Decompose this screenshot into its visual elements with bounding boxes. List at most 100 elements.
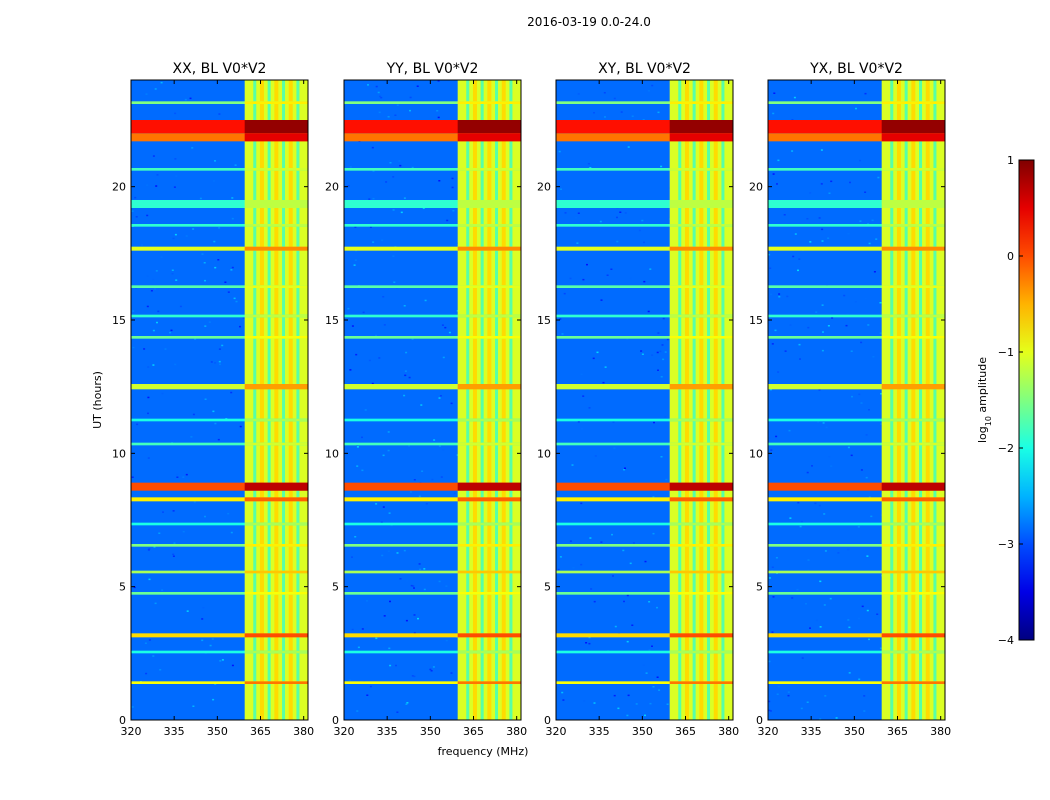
noise-speckle xyxy=(831,317,834,319)
noise-speckle xyxy=(152,278,155,281)
noise-speckle xyxy=(154,288,156,290)
noise-speckle xyxy=(860,402,863,404)
noise-speckle xyxy=(214,160,216,162)
time-band-in-band xyxy=(881,384,945,390)
time-band xyxy=(344,570,521,574)
noise-speckle xyxy=(559,556,562,558)
noise-speckle xyxy=(176,476,179,478)
noise-speckle xyxy=(582,395,585,397)
noise-speckle xyxy=(371,146,374,149)
time-band-in-band xyxy=(669,482,733,491)
time-band-in-band xyxy=(457,133,521,142)
time-band-in-band xyxy=(457,522,521,526)
time-band xyxy=(768,497,945,502)
noise-speckle xyxy=(393,281,396,283)
noise-speckle xyxy=(643,241,645,244)
noise-speckle xyxy=(577,420,580,423)
noise-speckle xyxy=(783,214,786,216)
noise-speckle xyxy=(658,689,661,691)
noise-speckle xyxy=(438,580,441,583)
noise-speckle xyxy=(600,541,603,543)
noise-speckle xyxy=(172,553,175,556)
axes-frame xyxy=(343,79,522,721)
noise-speckle xyxy=(185,473,188,476)
channel-edge xyxy=(466,80,470,720)
noise-speckle xyxy=(154,602,157,605)
noise-speckle xyxy=(651,645,653,647)
time-band-in-band xyxy=(669,285,733,288)
noise-speckle xyxy=(218,348,221,350)
noise-speckle xyxy=(797,501,800,504)
noise-speckle xyxy=(442,449,445,451)
noise-speckle xyxy=(382,646,385,649)
noise-speckle xyxy=(583,700,586,702)
noise-speckle xyxy=(351,628,354,631)
channel-edge xyxy=(890,80,894,720)
noise-speckle xyxy=(405,351,408,354)
noise-speckle xyxy=(798,258,801,260)
channel-edge xyxy=(919,80,923,720)
y-tick-label: 0 xyxy=(119,714,126,727)
channel-center xyxy=(259,80,264,720)
noise-speckle xyxy=(157,310,160,313)
noise-speckle xyxy=(354,259,357,261)
noise-speckle xyxy=(787,694,790,697)
noise-speckle xyxy=(231,266,234,269)
noise-speckle xyxy=(450,402,453,405)
noise-speckle xyxy=(403,549,406,552)
noise-speckle xyxy=(575,217,577,219)
time-band xyxy=(131,633,308,638)
noise-speckle xyxy=(403,305,406,307)
noise-speckle xyxy=(345,353,348,356)
time-band-in-band xyxy=(244,168,308,171)
y-tick-label: 10 xyxy=(112,447,126,460)
channel-center xyxy=(684,80,689,720)
noise-speckle xyxy=(147,412,149,415)
figure-title: 2016-03-19 0.0-24.0 xyxy=(527,15,651,29)
noise-speckle xyxy=(870,515,873,518)
noise-speckle xyxy=(382,506,385,508)
noise-speckle xyxy=(799,358,801,360)
noise-speckle xyxy=(557,568,560,571)
noise-speckle xyxy=(828,456,831,458)
noise-speckle xyxy=(857,526,860,528)
noise-speckle xyxy=(392,176,395,178)
noise-speckle xyxy=(660,165,663,168)
time-band-in-band xyxy=(669,442,733,446)
channel-center xyxy=(699,80,704,720)
noise-speckle xyxy=(395,664,397,667)
noise-speckle xyxy=(656,606,658,609)
noise-speckle xyxy=(131,476,134,478)
noise-speckle xyxy=(562,699,565,701)
noise-speckle xyxy=(580,502,583,505)
time-band xyxy=(768,200,945,208)
time-band-in-band xyxy=(881,544,945,547)
time-band xyxy=(131,246,308,251)
time-band-in-band xyxy=(881,168,945,171)
noise-speckle xyxy=(614,625,617,628)
noise-speckle xyxy=(135,216,138,218)
noise-speckle xyxy=(580,563,583,566)
noise-speckle xyxy=(788,429,791,432)
time-band-in-band xyxy=(881,314,945,318)
noise-speckle xyxy=(830,465,833,467)
time-band-in-band xyxy=(669,681,733,684)
time-band-in-band xyxy=(669,418,733,422)
time-band xyxy=(131,681,308,684)
time-band-in-band xyxy=(669,633,733,638)
time-band-in-band xyxy=(457,168,521,171)
noise-speckle xyxy=(145,93,148,95)
noise-speckle xyxy=(192,228,195,230)
noise-speckle xyxy=(596,351,599,354)
noise-speckle xyxy=(770,710,772,712)
noise-speckle xyxy=(235,300,238,303)
time-band-in-band xyxy=(244,418,308,422)
noise-speckle xyxy=(626,594,629,597)
noise-speckle xyxy=(593,702,596,704)
y-tick-label: 15 xyxy=(325,314,339,327)
noise-speckle xyxy=(814,502,817,505)
time-band xyxy=(768,133,945,142)
time-band-in-band xyxy=(457,570,521,574)
noise-speckle xyxy=(577,93,580,95)
time-band-in-band xyxy=(669,314,733,318)
